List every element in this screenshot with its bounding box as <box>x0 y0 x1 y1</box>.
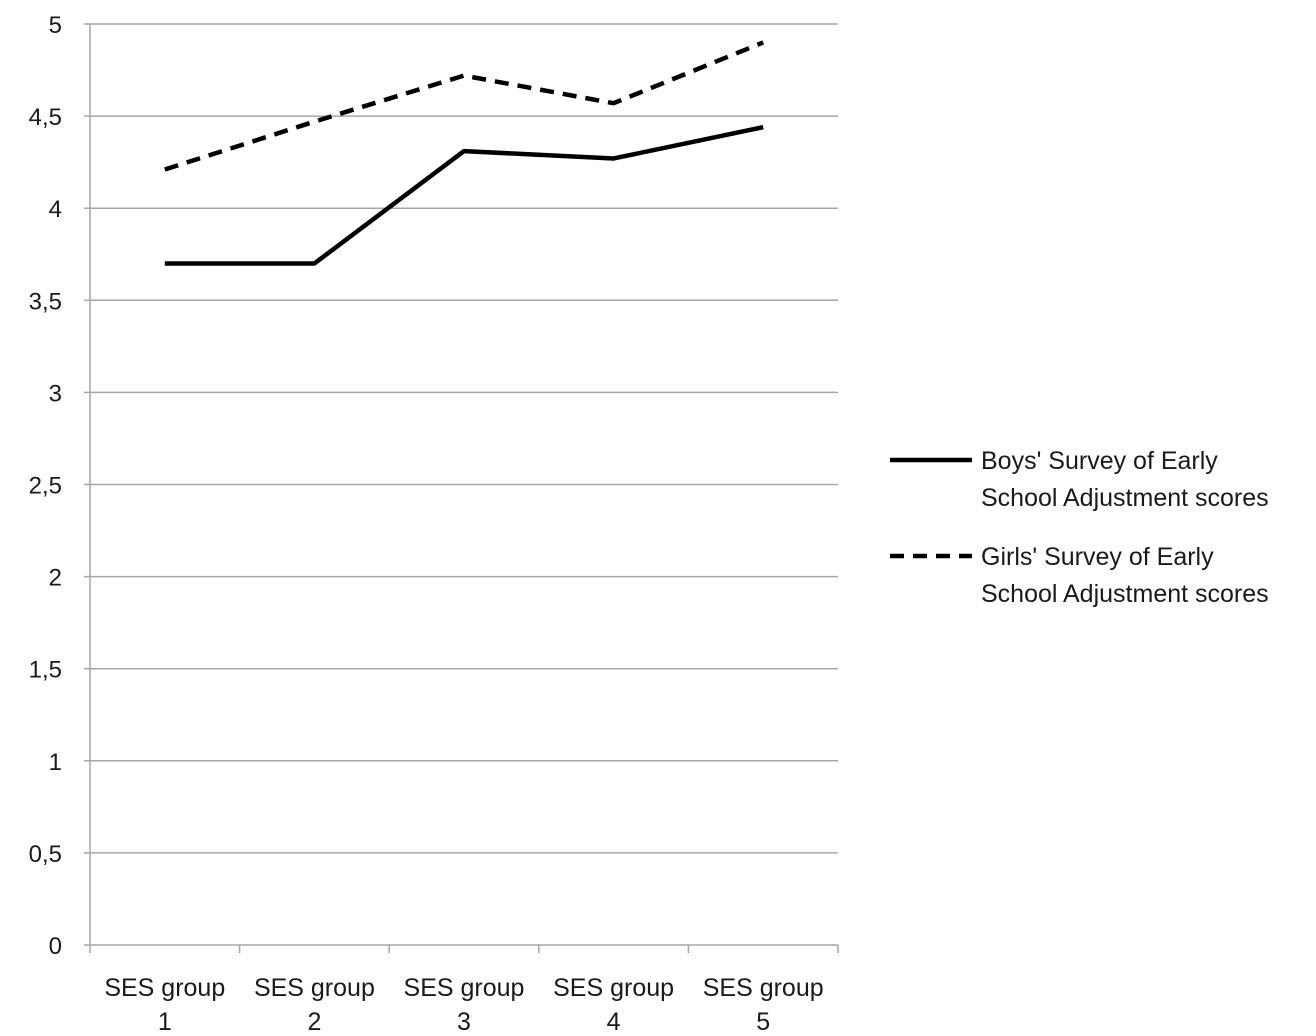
legend-label-line: School Adjustment scores <box>981 484 1269 512</box>
x-tick-label-line: 4 <box>607 1008 621 1036</box>
y-tick-label: 0,5 <box>29 841 62 868</box>
y-tick-label: 3 <box>49 380 62 407</box>
y-tick-label: 3,5 <box>29 288 62 315</box>
x-tick-label-line: SES group <box>703 974 824 1002</box>
y-tick-label: 1 <box>49 749 62 776</box>
x-tick-label: SES group 1 <box>104 974 225 1036</box>
x-tick-label-line: 2 <box>307 1008 321 1036</box>
legend-label: Boys' Survey of Early School Adjustment s… <box>981 447 1269 512</box>
series-line-2 <box>164 40 765 172</box>
x-tick-label-line: 3 <box>457 1008 471 1036</box>
gridlines <box>90 23 838 854</box>
x-tick-label-line: SES group <box>254 974 375 1002</box>
y-tick-labels: 0 0,5 1 1,5 2 2,5 3 3,5 4 4,5 5 <box>29 12 62 960</box>
axes <box>84 23 839 953</box>
x-tick-label-line: SES group <box>404 974 525 1002</box>
x-tick-labels: SES group 1 SES group 2 SES group 3 SES group 4… <box>104 974 823 1036</box>
y-tick-label: 5 <box>49 12 62 39</box>
legend-label-line: School Adjustment scores <box>981 580 1269 608</box>
legend-label: Girls' Survey of Early School Adjustment … <box>981 543 1269 608</box>
x-tick-label: SES group 2 <box>254 974 375 1036</box>
x-tick-label-line: SES group <box>104 974 225 1002</box>
y-tick-label: 2,5 <box>29 473 62 500</box>
y-tick-label: 2 <box>49 565 62 592</box>
y-tick-label: 4,5 <box>29 104 62 131</box>
x-tick-label: SES group 3 <box>404 974 525 1036</box>
y-tick-label: 4 <box>49 196 62 223</box>
x-tick-label-line: SES group <box>553 974 674 1002</box>
series-lines <box>164 40 765 266</box>
y-tick-label: 0 <box>49 933 62 960</box>
y-tick-label: 1,5 <box>29 657 62 684</box>
x-tick-label: SES group 4 <box>553 974 674 1036</box>
legend: Boys' Survey of Early School Adjustment s… <box>890 447 1269 608</box>
legend-label-line: Boys' Survey of Early <box>981 447 1218 475</box>
series-line-1 <box>164 124 764 266</box>
x-tick-label-line: 1 <box>158 1008 172 1036</box>
x-tick-label: SES group 5 <box>703 974 824 1036</box>
legend-label-line: Girls' Survey of Early <box>981 543 1214 571</box>
x-tick-label-line: 5 <box>756 1008 770 1036</box>
